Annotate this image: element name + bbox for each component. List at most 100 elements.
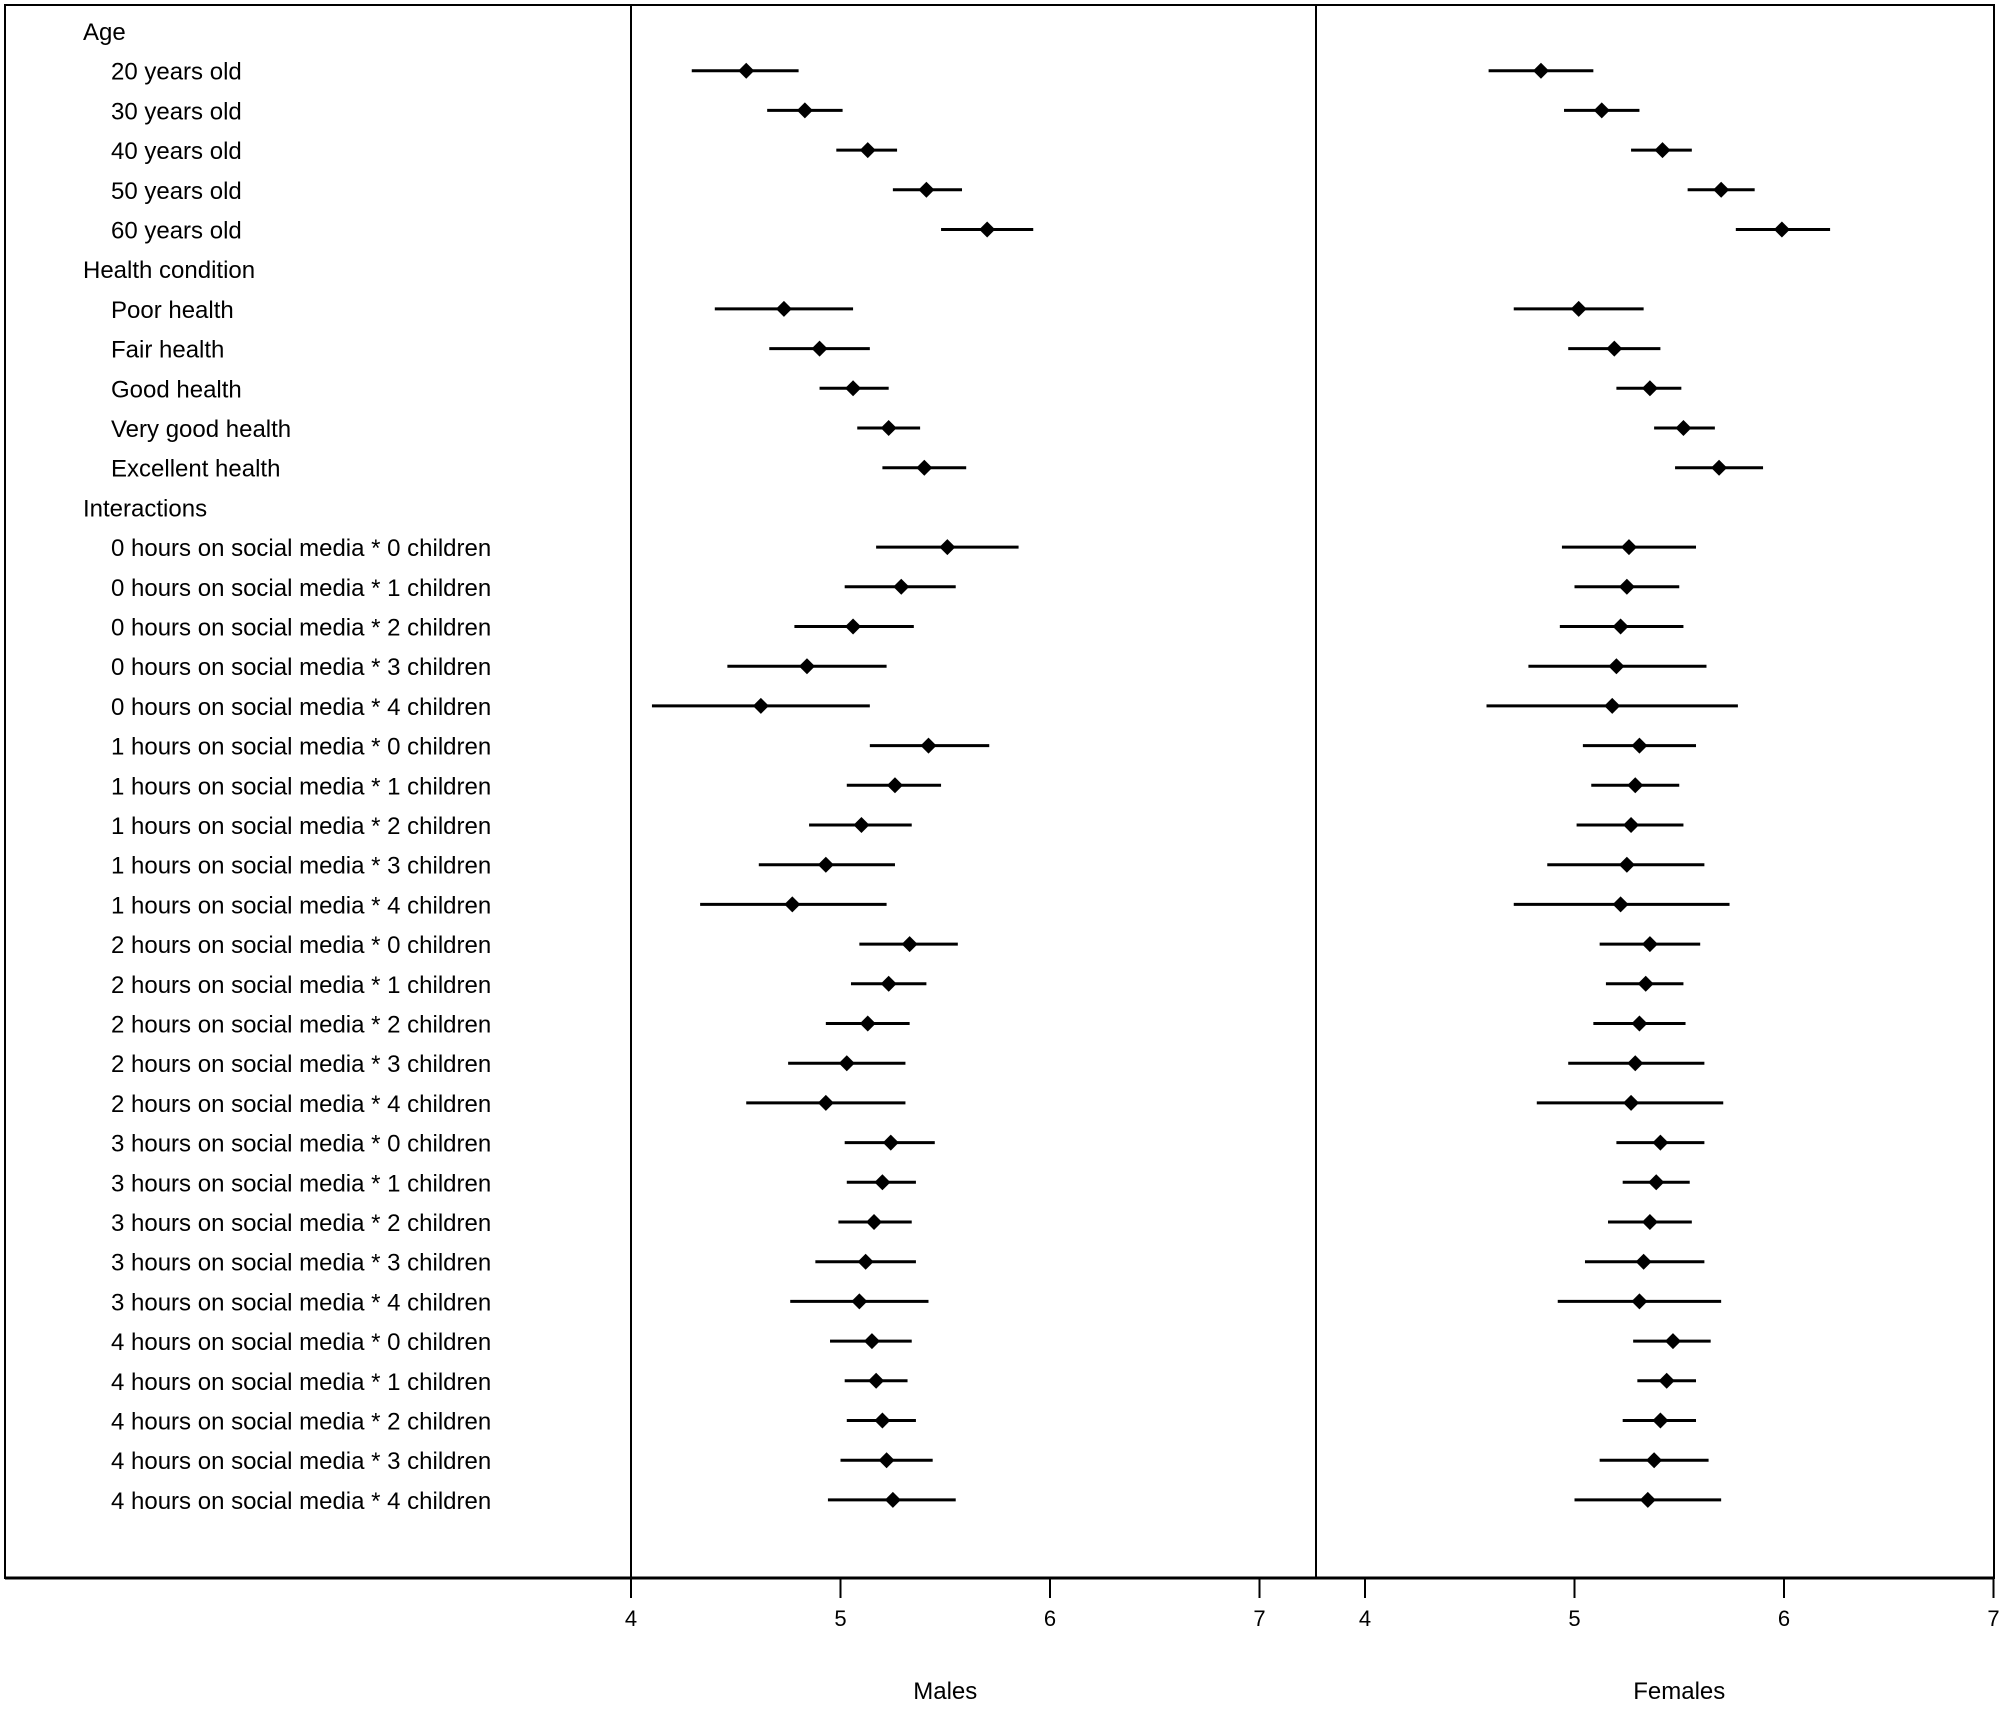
row-label: 3 hours on social media * 2 children [111,1210,491,1237]
male-point-estimate [845,380,862,397]
row-label: 3 hours on social media * 1 children [111,1170,491,1197]
male-point-estimate [886,777,903,794]
female-point-estimate [1570,300,1587,317]
row-label: 3 hours on social media * 0 children [111,1131,491,1158]
x-axes: 4 5 6 7 Males 4 5 6 7 Females [625,1578,2000,1705]
section-header: Interactions [83,495,207,522]
row-label: 1 hours on social media * 4 children [111,892,491,919]
male-point-estimate [817,1094,834,1111]
tick-label: 7 [1253,1606,1265,1631]
row-label: 3 hours on social media * 3 children [111,1250,491,1277]
female-point-estimate [1623,1094,1640,1111]
row-label: 3 hours on social media * 4 children [111,1289,491,1316]
row-label: 4 hours on social media * 1 children [111,1369,491,1396]
female-point-estimate [1648,1174,1665,1191]
tick-label: 7 [1987,1606,1999,1631]
row-label: 4 hours on social media * 0 children [111,1329,491,1356]
male-point-estimate [859,142,876,159]
male-point-estimate [880,975,897,992]
row-label: 0 hours on social media * 0 children [111,535,491,562]
tick-label: 4 [1359,1606,1371,1631]
female-point-estimate [1631,1293,1648,1310]
female-point-estimate [1532,62,1549,79]
estimate-marks [651,62,1831,1508]
male-point-estimate [916,459,933,476]
male-point-estimate [811,340,828,357]
male-point-estimate [817,856,834,873]
female-point-estimate [1618,578,1635,595]
female-point-estimate [1646,1452,1663,1469]
row-label: 50 years old [111,178,242,205]
male-point-estimate [920,737,937,754]
female-point-estimate [1593,102,1610,119]
male-point-estimate [979,221,996,238]
male-point-estimate [853,817,870,833]
male-point-estimate [878,1452,895,1469]
male-point-estimate [798,658,815,675]
female-point-estimate [1639,1491,1656,1508]
row-label: 0 hours on social media * 2 children [111,615,491,642]
row-label: 4 hours on social media * 2 children [111,1409,491,1436]
row-label: 2 hours on social media * 0 children [111,932,491,959]
male-point-estimate [859,1015,876,1032]
female-point-estimate [1618,856,1635,873]
male-point-estimate [882,1134,899,1151]
row-label: 60 years old [111,218,242,245]
female-point-estimate [1773,221,1790,238]
female-point-estimate [1711,459,1728,476]
tick-label: 5 [834,1606,846,1631]
x-axis-title: Males [913,1678,977,1705]
row-label: 1 hours on social media * 3 children [111,853,491,880]
section-header: Health condition [83,257,255,284]
female-point-estimate [1652,1412,1669,1429]
male-point-estimate [863,1333,880,1350]
female-point-estimate [1635,1253,1652,1270]
male-point-estimate [784,896,801,913]
male-point-estimate [866,1214,883,1230]
row-label: 2 hours on social media * 4 children [111,1091,491,1118]
female-point-estimate [1604,697,1621,714]
tick-label: 6 [1044,1606,1056,1631]
row-label: 1 hours on social media * 0 children [111,734,491,761]
row-label: 0 hours on social media * 1 children [111,575,491,602]
row-label: Very good health [111,416,291,443]
male-point-estimate [901,936,918,953]
male-point-estimate [868,1372,885,1389]
male-point-estimate [874,1174,891,1191]
male-point-estimate [918,181,935,198]
tick-label: 5 [1568,1606,1580,1631]
female-point-estimate [1612,618,1629,635]
female-point-estimate [1641,1214,1658,1230]
row-label: 2 hours on social media * 3 children [111,1051,491,1078]
male-point-estimate [775,300,792,317]
female-point-estimate [1664,1333,1681,1350]
male-point-estimate [851,1293,868,1310]
female-point-estimate [1608,658,1625,675]
female-point-estimate [1641,936,1658,953]
tick-label: 4 [625,1606,637,1631]
row-label: 1 hours on social media * 1 children [111,773,491,800]
row-label: 0 hours on social media * 4 children [111,694,491,721]
male-point-estimate [838,1055,855,1072]
male-point-estimate [880,420,897,436]
female-point-estimate [1641,380,1658,397]
male-point-estimate [857,1253,874,1270]
male-point-estimate [893,578,910,595]
section-header: Age [83,19,126,46]
row-label: 1 hours on social media * 2 children [111,813,491,840]
female-point-estimate [1627,1055,1644,1072]
female-point-estimate [1713,181,1730,198]
row-label: 30 years old [111,98,242,125]
row-label: 4 hours on social media * 3 children [111,1448,491,1475]
female-point-estimate [1623,817,1640,833]
female-point-estimate [1612,896,1629,913]
row-label: 2 hours on social media * 2 children [111,1012,491,1039]
male-point-estimate [738,62,755,79]
male-point-estimate [884,1491,901,1508]
female-point-estimate [1654,142,1671,159]
row-label: 40 years old [111,138,242,165]
female-point-estimate [1620,539,1637,556]
row-label: Fair health [111,337,224,364]
